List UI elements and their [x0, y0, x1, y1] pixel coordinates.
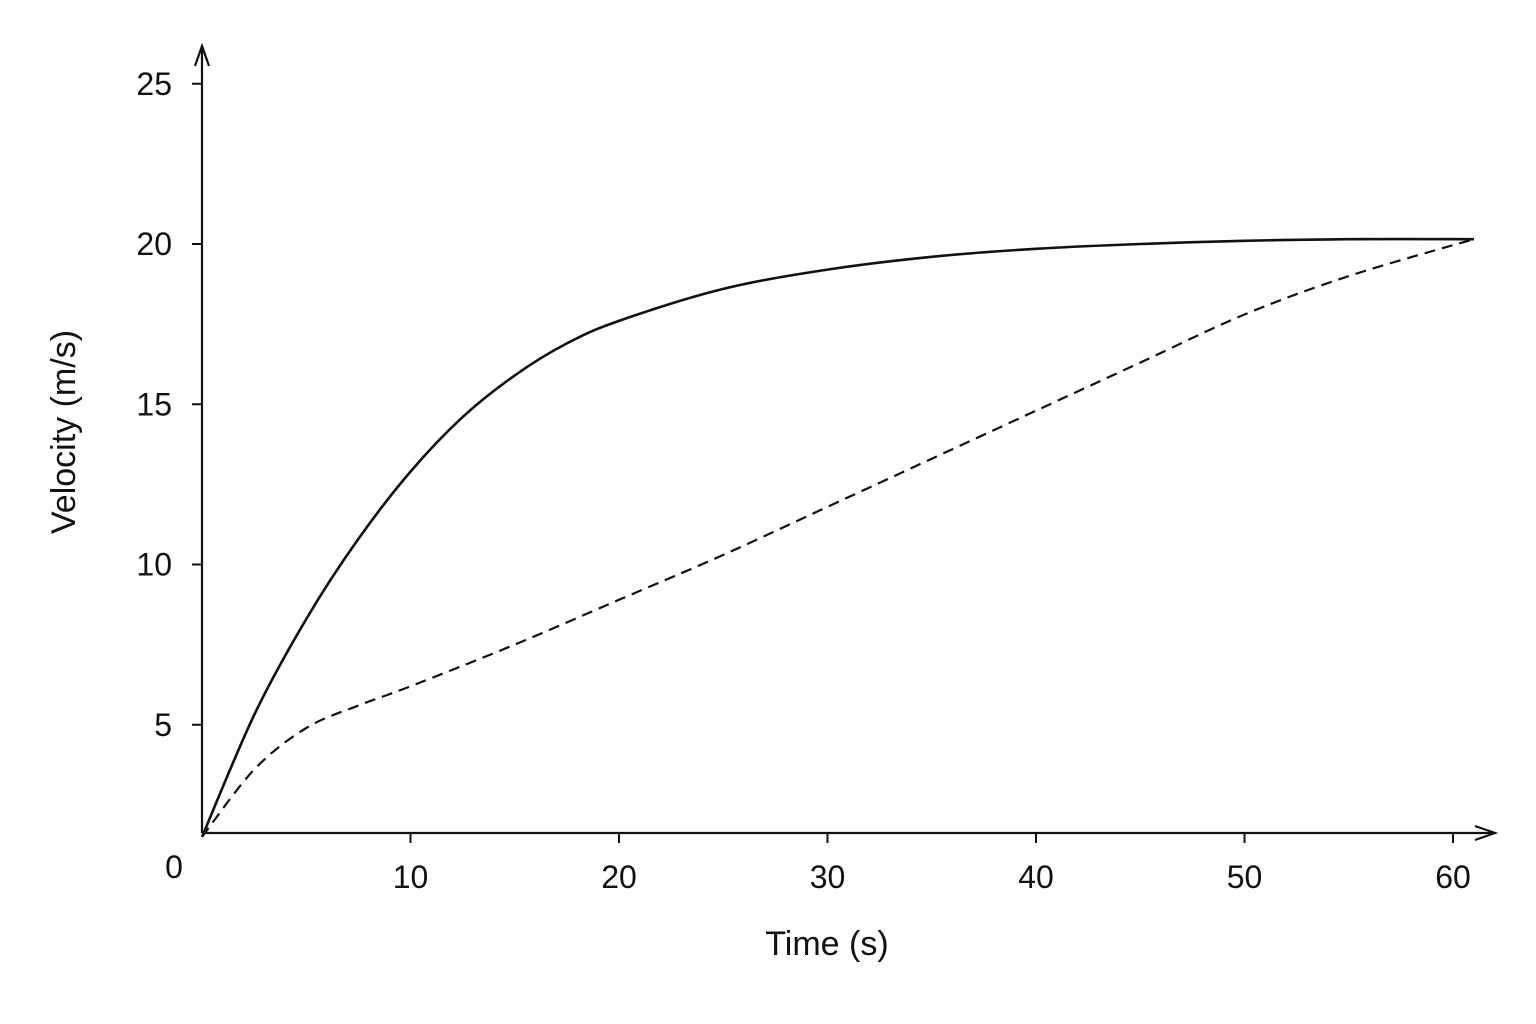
origin-label: 0 [165, 849, 183, 885]
series-line-dashed [201, 238, 1475, 838]
series-line-solid [200, 237, 1474, 838]
series-group [200, 237, 1475, 838]
x-tick-label: 30 [810, 859, 846, 895]
y-tick-label: 10 [136, 547, 172, 583]
x-ticks: 10 20 30 40 50 60 [393, 833, 1471, 895]
x-tick-label: 20 [601, 859, 637, 895]
y-tick-label: 15 [136, 386, 172, 422]
y-tick-label: 20 [136, 226, 172, 262]
x-axis-title: Time (s) [765, 925, 888, 963]
y-axis-arrow-icon [193, 42, 211, 67]
x-tick-label: 10 [393, 859, 429, 895]
y-tick-label: 5 [154, 707, 172, 743]
x-axis-arrow-icon [1474, 824, 1499, 842]
y-tick-label: 25 [136, 66, 172, 102]
axes [193, 42, 1499, 842]
y-axis-title: Velocity (m/s) [45, 330, 83, 534]
x-tick-label: 40 [1018, 859, 1054, 895]
x-tick-label: 50 [1227, 859, 1263, 895]
x-tick-label: 60 [1435, 859, 1471, 895]
y-ticks: 5 10 15 20 25 [136, 66, 202, 743]
